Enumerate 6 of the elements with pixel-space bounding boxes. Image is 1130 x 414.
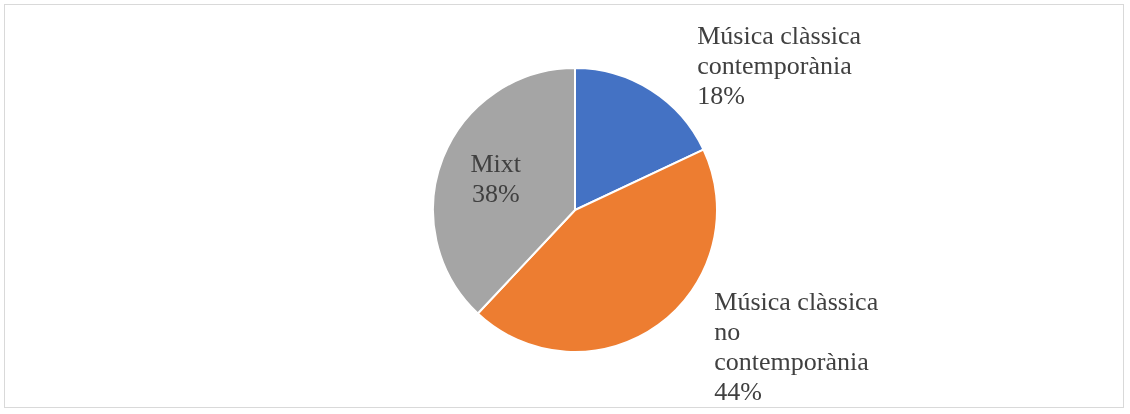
data-label: 18% — [697, 81, 745, 111]
slice-label: Música clàssica no contemporània — [714, 287, 879, 376]
data-label: 44% — [714, 377, 762, 406]
slice-label: Música clàssica contemporània — [697, 21, 862, 81]
slice-label: Mixt — [470, 148, 522, 178]
data-label: 38% — [471, 178, 520, 208]
